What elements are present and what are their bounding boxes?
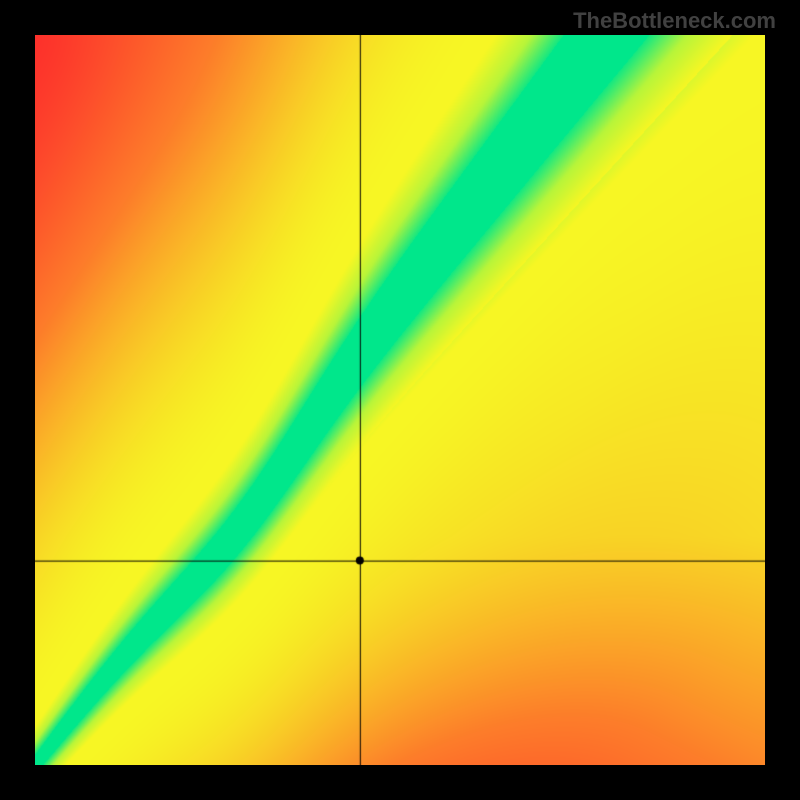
bottleneck-heatmap [35,35,765,765]
watermark-text: TheBottleneck.com [573,8,776,34]
heatmap-canvas [35,35,765,765]
